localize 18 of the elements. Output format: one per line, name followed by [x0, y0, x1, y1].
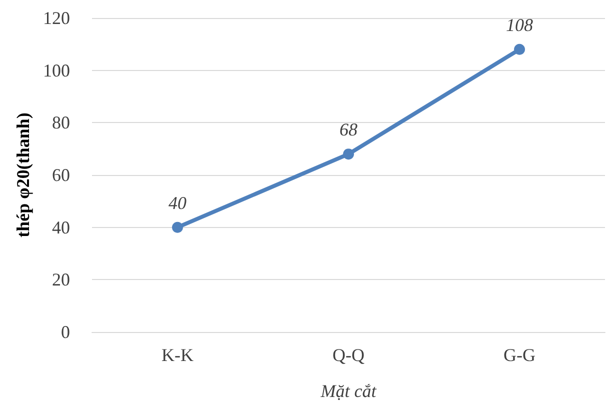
y-tick-label: 80 [52, 112, 70, 133]
y-tick-label: 120 [43, 8, 70, 28]
x-axis-title: Mặt cắt [320, 381, 378, 401]
y-tick-label: 40 [52, 217, 70, 238]
y-tick-label: 20 [52, 270, 70, 290]
x-tick-label: K-K [162, 345, 194, 365]
x-tick-label: Q-Q [332, 345, 364, 365]
y-axis-title: thép φ20(thanh) [13, 112, 33, 238]
y-tick-label: 60 [52, 165, 70, 185]
point [514, 44, 525, 55]
y-tick-label: 100 [43, 60, 70, 80]
data-label: 108 [506, 14, 533, 35]
data-label: 40 [168, 192, 186, 213]
data-label: 68 [340, 120, 358, 140]
x-tick-label: G-G [504, 345, 536, 365]
y-tick-label: 0 [61, 322, 70, 342]
point [343, 148, 354, 160]
point [172, 222, 183, 233]
